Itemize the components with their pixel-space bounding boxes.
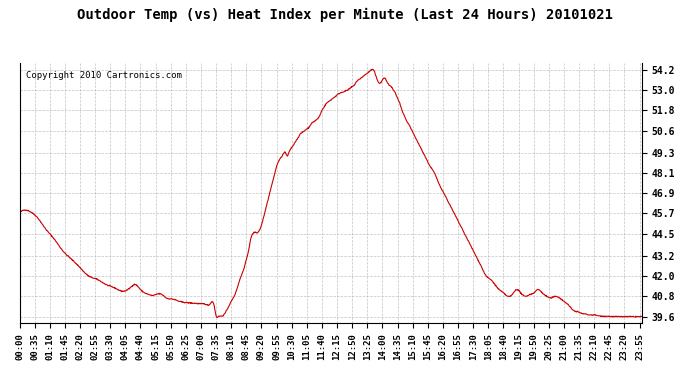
Text: Outdoor Temp (vs) Heat Index per Minute (Last 24 Hours) 20101021: Outdoor Temp (vs) Heat Index per Minute …	[77, 8, 613, 22]
Text: Copyright 2010 Cartronics.com: Copyright 2010 Cartronics.com	[26, 71, 181, 80]
